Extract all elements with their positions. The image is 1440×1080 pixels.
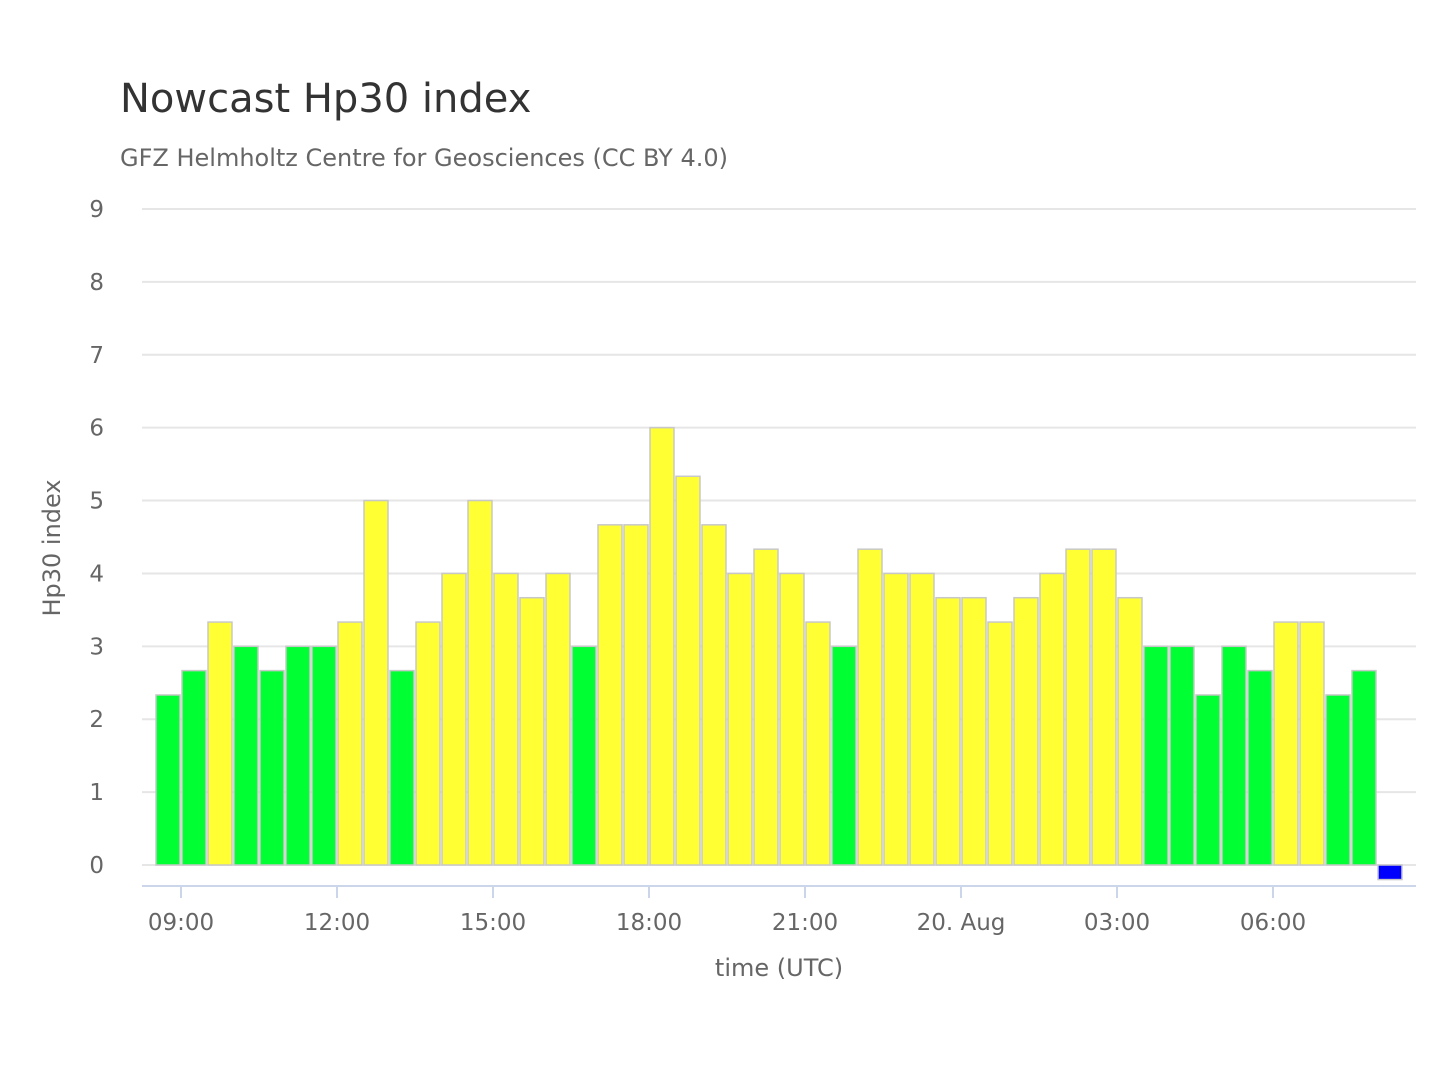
bar[interactable] (1221, 645, 1247, 866)
bar[interactable] (1039, 572, 1065, 866)
bar[interactable] (623, 524, 649, 866)
bar[interactable] (1299, 621, 1325, 866)
bar[interactable] (1325, 694, 1351, 866)
bar[interactable] (1247, 669, 1273, 866)
bar[interactable] (935, 596, 961, 866)
bar[interactable] (779, 572, 805, 866)
bar[interactable] (831, 645, 857, 866)
bar[interactable] (181, 669, 207, 866)
bar[interactable] (961, 596, 987, 866)
bar[interactable] (909, 572, 935, 866)
x-tick-label: 15:00 (460, 910, 526, 936)
bar[interactable] (155, 694, 181, 866)
gridlines (142, 208, 1416, 866)
bar[interactable] (285, 645, 311, 866)
y-tick-label: 1 (89, 780, 104, 806)
y-tick-label: 6 (89, 416, 104, 442)
bar-series (155, 426, 1403, 881)
x-axis-title: time (UTC) (715, 954, 843, 982)
y-tick-label: 9 (89, 197, 104, 223)
bar[interactable] (675, 475, 701, 866)
x-tick-label: 20. Aug (917, 910, 1006, 936)
chart-title: Nowcast Hp30 index (120, 76, 532, 122)
bar[interactable] (493, 572, 519, 866)
bar[interactable] (1377, 864, 1403, 881)
bar[interactable] (337, 621, 363, 866)
bar[interactable] (415, 621, 441, 866)
x-tick-label: 21:00 (772, 910, 838, 936)
bar[interactable] (1143, 645, 1169, 866)
bar[interactable] (311, 645, 337, 866)
y-tick-label: 5 (89, 489, 104, 515)
bar[interactable] (701, 524, 727, 866)
bar[interactable] (207, 621, 233, 866)
bar[interactable] (649, 426, 675, 866)
y-tick-label: 4 (89, 561, 104, 587)
y-axis-ticks: 0 1 2 3 4 5 6 7 8 9 (89, 197, 104, 879)
bar[interactable] (1195, 694, 1221, 866)
y-tick-label: 0 (89, 853, 104, 879)
bar[interactable] (753, 548, 779, 866)
y-tick-label: 8 (89, 270, 104, 296)
x-tick-label: 06:00 (1240, 910, 1306, 936)
bar[interactable] (1013, 596, 1039, 866)
bar[interactable] (441, 572, 467, 866)
y-tick-label: 7 (89, 343, 104, 369)
bar[interactable] (545, 572, 571, 866)
bar[interactable] (1273, 621, 1299, 866)
bar[interactable] (233, 645, 259, 866)
bar[interactable] (389, 669, 415, 866)
x-tick-label: 18:00 (616, 910, 682, 936)
bar[interactable] (259, 669, 285, 866)
bar[interactable] (1117, 596, 1143, 866)
bar[interactable] (727, 572, 753, 866)
bar[interactable] (857, 548, 883, 866)
bar[interactable] (1169, 645, 1195, 866)
x-tick-label: 03:00 (1084, 910, 1150, 936)
bar[interactable] (987, 621, 1013, 866)
bar[interactable] (883, 572, 909, 866)
chart-subtitle: GFZ Helmholtz Centre for Geosciences (CC… (120, 144, 729, 172)
y-tick-label: 3 (89, 634, 104, 660)
bar[interactable] (1091, 548, 1117, 866)
bar[interactable] (519, 596, 545, 866)
bar[interactable] (1065, 548, 1091, 866)
bar[interactable] (805, 621, 831, 866)
x-tick-label: 09:00 (148, 910, 214, 936)
bar[interactable] (1351, 669, 1377, 866)
y-tick-label: 2 (89, 707, 104, 733)
x-tick-label: 12:00 (304, 910, 370, 936)
x-axis: 09:00 12:00 15:00 18:00 21:00 20. Aug 03:00 06:… (142, 885, 1416, 936)
bar[interactable] (571, 645, 597, 866)
y-axis-title: Hp30 index (38, 479, 66, 616)
bar[interactable] (597, 524, 623, 866)
bar[interactable] (363, 499, 389, 866)
bar[interactable] (467, 499, 493, 866)
